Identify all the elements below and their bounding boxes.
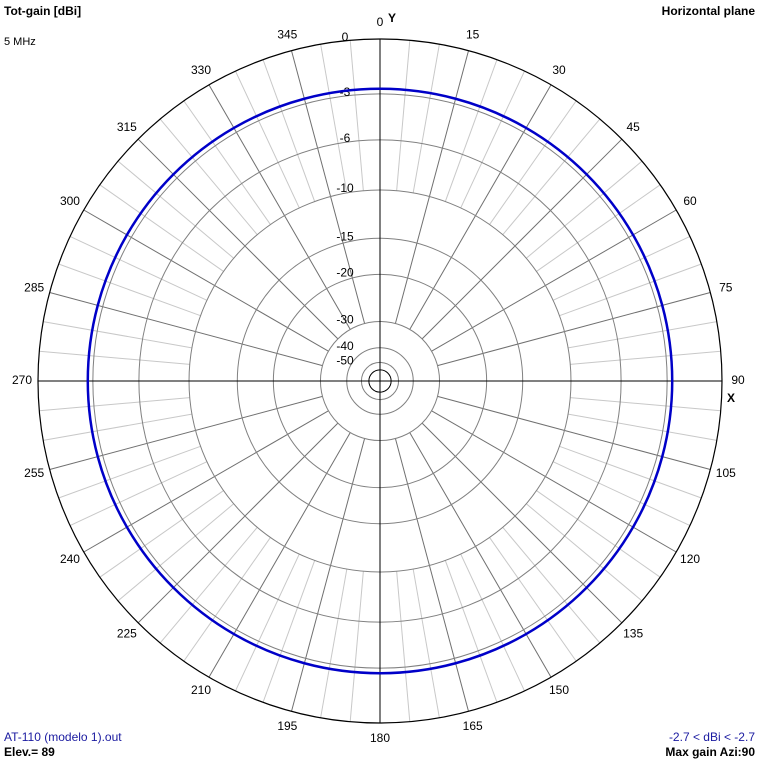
minor-spoke [99, 184, 224, 272]
minor-spoke [444, 560, 498, 703]
chart-title: Tot-gain [dBi] [4, 4, 81, 18]
minor-spoke [412, 568, 440, 718]
minor-spoke [183, 100, 271, 225]
minor-spoke [570, 350, 721, 365]
angle-tick-label: 225 [117, 626, 137, 640]
angle-tick-label: 45 [626, 120, 640, 134]
angle-tick-label: 135 [623, 626, 643, 640]
angle-tick-label: 255 [24, 466, 44, 480]
minor-spoke [525, 503, 643, 602]
minor-spoke [159, 118, 258, 236]
minor-spoke [460, 553, 525, 692]
minor-spoke [235, 553, 300, 692]
angle-tick-label: 180 [370, 731, 390, 745]
angle-tick-label: 300 [60, 194, 80, 208]
x-axis-label: X [727, 391, 735, 405]
minor-spoke [559, 263, 702, 317]
minor-spoke [320, 44, 348, 194]
minor-spoke [502, 118, 601, 236]
angle-tick-label: 105 [716, 466, 736, 480]
minor-spoke [39, 350, 190, 365]
angle-tick-label: 15 [466, 27, 480, 41]
minor-spoke [58, 445, 201, 499]
minor-spoke [58, 263, 201, 317]
minor-spoke [349, 571, 364, 722]
file-name: AT-110 (modelo 1).out [4, 730, 122, 744]
minor-spoke [567, 321, 717, 349]
minor-spoke [460, 70, 525, 209]
gain-range: -2.7 < dBi < -2.7 [669, 730, 755, 744]
angle-tick-label: 285 [24, 281, 44, 295]
r-tick-label: -20 [336, 266, 354, 280]
r-tick-label: -6 [340, 131, 351, 145]
r-tick-label: -30 [336, 313, 354, 327]
max-gain: Max gain Azi:90 [665, 745, 755, 759]
angle-tick-label: 345 [277, 27, 297, 41]
minor-spoke [552, 461, 691, 526]
minor-spoke [489, 537, 577, 662]
minor-spoke [69, 236, 208, 301]
minor-spoke [235, 70, 300, 209]
minor-spoke [567, 413, 717, 441]
minor-spoke [396, 40, 411, 191]
angle-tick-label: 195 [277, 719, 297, 733]
minor-spoke [39, 397, 190, 412]
angle-tick-label: 165 [463, 719, 483, 733]
minor-spoke [320, 568, 348, 718]
minor-spoke [43, 413, 193, 441]
minor-spoke [349, 40, 364, 191]
minor-spoke [183, 537, 271, 662]
minor-spoke [412, 44, 440, 194]
angle-tick-label: 210 [191, 683, 211, 697]
angle-tick-label: 240 [60, 552, 80, 566]
minor-spoke [117, 503, 235, 602]
minor-spoke [159, 526, 258, 644]
minor-spoke [525, 160, 643, 259]
minor-spoke [43, 321, 193, 349]
angle-tick-label: 330 [191, 63, 211, 77]
minor-spoke [262, 59, 316, 202]
angle-tick-label: 75 [719, 281, 733, 295]
r-tick-label: -10 [336, 181, 354, 195]
y-axis-label: Y [388, 11, 396, 25]
minor-spoke [536, 490, 661, 578]
minor-spoke [117, 160, 235, 259]
angle-tick-label: 150 [549, 683, 569, 697]
angle-tick-label: 30 [552, 63, 566, 77]
minor-spoke [552, 236, 691, 301]
frequency: 5 MHz [4, 36, 36, 48]
pattern [86, 87, 674, 675]
r-tick-label: 0 [342, 30, 349, 44]
minor-spoke [502, 526, 601, 644]
grid [37, 38, 723, 724]
r-tick-label: -50 [336, 354, 354, 368]
plane: Horizontal plane [662, 4, 756, 18]
minor-spoke [69, 461, 208, 526]
elevation: Elev.= 89 [4, 745, 55, 759]
angle-tick-label: 90 [731, 373, 745, 387]
angle-tick-label: 60 [683, 194, 697, 208]
minor-spoke [489, 100, 577, 225]
minor-spoke [99, 490, 224, 578]
minor-spoke [559, 445, 702, 499]
r-tick-label: -40 [336, 339, 354, 353]
r-tick-label: -15 [336, 229, 354, 243]
minor-spoke [536, 184, 661, 272]
minor-spoke [396, 571, 411, 722]
angle-tick-label: 315 [117, 120, 137, 134]
minor-spoke [262, 560, 316, 703]
minor-spoke [444, 59, 498, 202]
angle-tick-label: 120 [680, 552, 700, 566]
angle-tick-label: 0 [377, 15, 384, 29]
minor-spoke [570, 397, 721, 412]
angle-tick-label: 270 [12, 373, 32, 387]
